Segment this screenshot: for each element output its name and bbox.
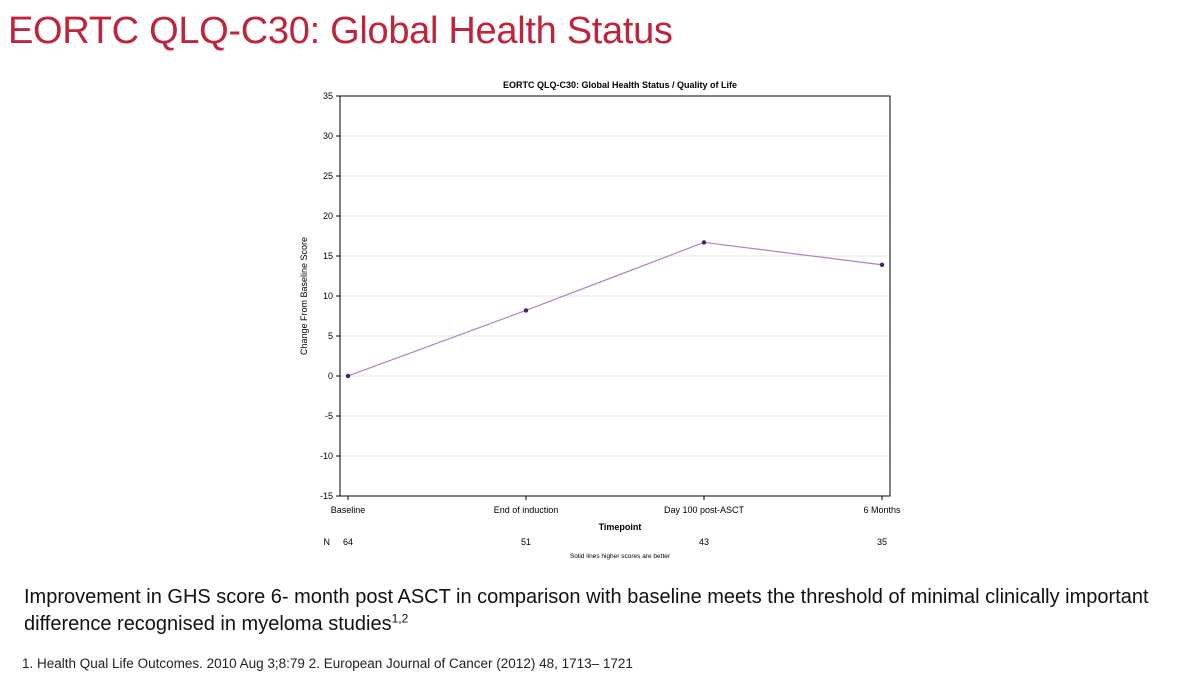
summary-superscript: 1,2: [391, 611, 409, 626]
y-tick-label: 30: [323, 131, 333, 141]
chart-container: EORTC QLQ-C30: Global Health Status / Qu…: [290, 74, 910, 564]
y-tick-label: -15: [320, 491, 333, 501]
y-tick-label: 35: [323, 91, 333, 101]
y-axis-label: Change From Baseline Score: [299, 237, 309, 355]
data-point: [879, 262, 885, 267]
series-line: [347, 241, 883, 377]
y-tick-label: 0: [328, 371, 333, 381]
y-tick-label: 5: [328, 331, 333, 341]
x-tick-label: Day 100 post-ASCT: [664, 505, 745, 515]
y-tick-label: 25: [323, 171, 333, 181]
n-row-label: N: [324, 537, 331, 547]
y-tick-label: -10: [320, 451, 333, 461]
y-tick-label: 10: [323, 291, 333, 301]
y-tick-label: -5: [325, 411, 333, 421]
n-value: 51: [521, 537, 531, 547]
summary-text: Improvement in GHS score 6- month post A…: [24, 584, 1194, 638]
plot-frame: [339, 95, 891, 497]
n-value: 35: [877, 537, 887, 547]
x-tick-label: 6 Months: [863, 505, 901, 515]
chart-title: EORTC QLQ-C30: Global Health Status / Qu…: [503, 80, 737, 90]
x-tick-label: End of induction: [494, 505, 559, 515]
slide-title: EORTC QLQ-C30: Global Health Status: [8, 10, 673, 52]
y-tick-label: 20: [323, 211, 333, 221]
summary-body: Improvement in GHS score 6- month post A…: [24, 586, 1149, 635]
references: 1. Health Qual Life Outcomes. 2010 Aug 3…: [22, 656, 633, 671]
line-chart: EORTC QLQ-C30: Global Health Status / Qu…: [299, 80, 901, 560]
data-point: [523, 308, 529, 313]
n-value: 43: [699, 537, 709, 547]
x-axis-label: Timepoint: [599, 522, 642, 532]
n-value: 64: [343, 537, 353, 547]
chart-footnote: Solid lines higher scores are better: [570, 553, 671, 560]
data-point: [345, 373, 351, 379]
data-point: [701, 240, 707, 245]
x-tick-label: Baseline: [331, 505, 366, 515]
y-tick-label: 15: [323, 251, 333, 261]
